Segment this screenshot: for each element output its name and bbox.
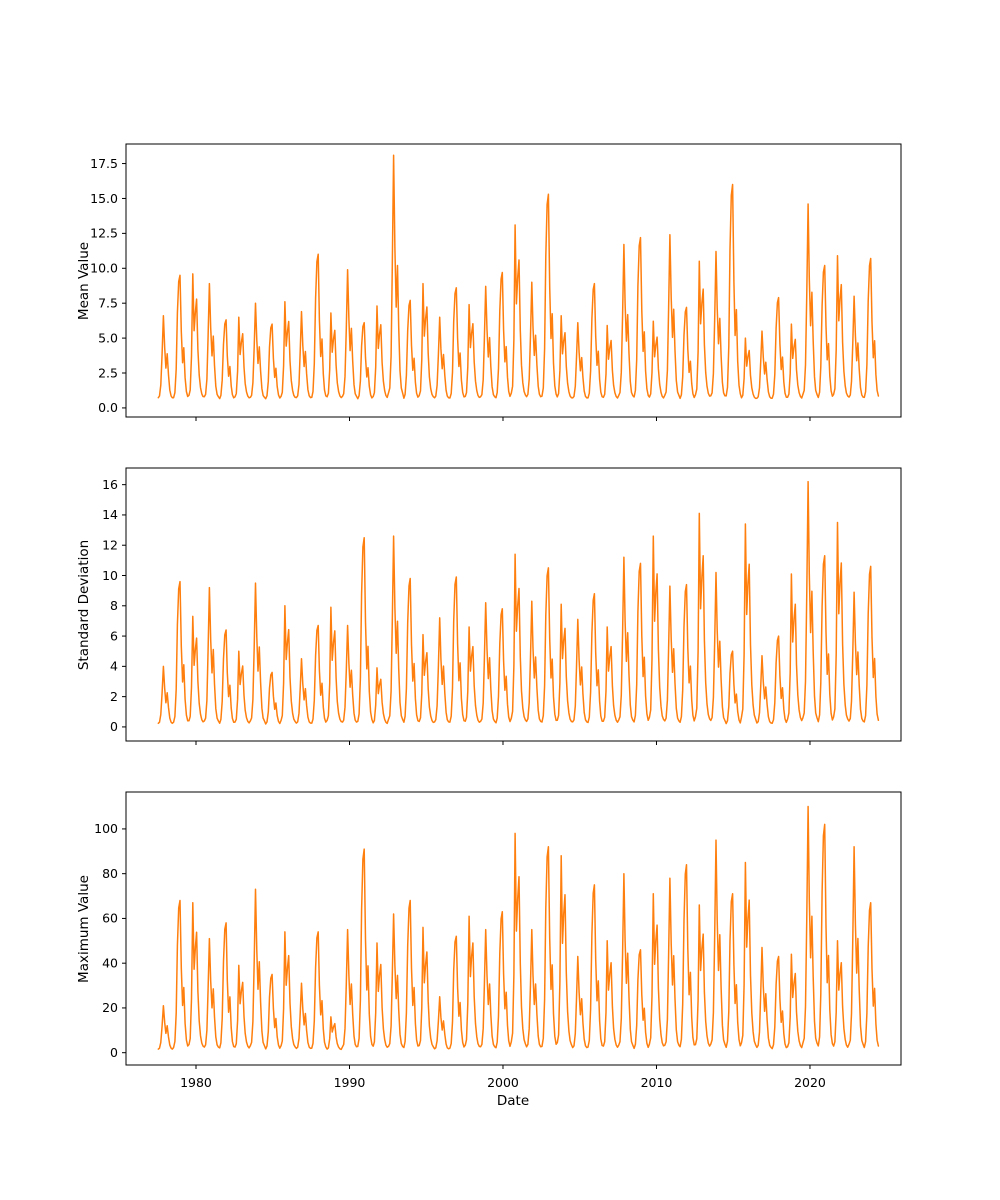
y-tick-label: 16 [102,477,118,492]
y-tick-label: 8 [110,598,118,613]
y-tick-label: 12 [102,538,118,553]
series-line-mean [157,154,880,400]
y-tick-label: 5.0 [98,330,118,345]
x-tick-label: 2020 [794,1075,826,1090]
axes-frame [125,143,902,418]
y-tick-label: 4 [110,659,118,674]
x-tick-label: 1990 [334,1075,366,1090]
x-tick-label: 2000 [487,1075,519,1090]
y-axis-label-standard-deviation: Standard Deviation [76,539,92,670]
y-tick-label: 0 [110,719,118,734]
y-tick-label: 2 [110,689,118,704]
y-tick-label: 20 [102,1000,118,1015]
y-tick-label: 80 [102,866,118,881]
y-tick-label: 7.5 [98,295,118,310]
axes-frame [125,467,902,742]
y-tick-label: 14 [102,507,118,522]
y-tick-label: 6 [110,628,118,643]
y-tick-label: 100 [94,821,118,836]
y-tick-label: 0.0 [98,400,118,415]
x-axis-label-date: Date [496,1093,530,1109]
axes-frame [125,791,902,1066]
series-line-std [157,480,880,725]
y-axis-label-mean-value: Mean Value [76,241,92,320]
x-tick-label: 2010 [641,1075,673,1090]
y-axis-label-maximum-value: Maximum Value [76,874,92,983]
y-tick-label: 12.5 [90,226,118,241]
y-tick-label: 17.5 [90,156,118,171]
series-line-max [157,805,880,1051]
y-tick-label: 2.5 [98,365,118,380]
y-tick-label: 60 [102,911,118,926]
x-tick-label: 1980 [180,1075,212,1090]
y-tick-label: 15.0 [90,191,118,206]
y-tick-label: 10 [102,568,118,583]
y-tick-label: 10.0 [90,261,118,276]
y-tick-label: 40 [102,955,118,970]
y-tick-label: 0 [110,1045,118,1060]
